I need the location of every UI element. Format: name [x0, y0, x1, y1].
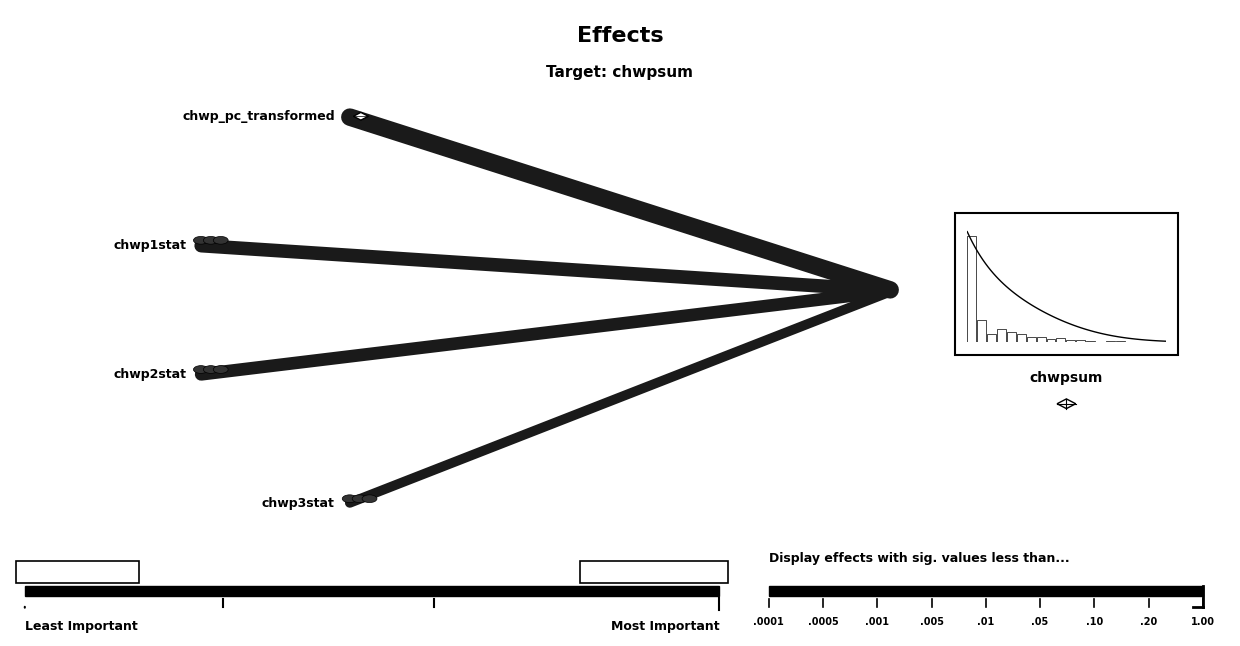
Circle shape — [193, 366, 208, 373]
Text: .001: .001 — [866, 617, 889, 627]
Circle shape — [213, 236, 228, 244]
Bar — [1106, 341, 1115, 342]
Bar — [997, 329, 1006, 342]
Text: .005: .005 — [920, 617, 944, 627]
Bar — [1027, 337, 1035, 342]
Text: Most Important: Most Important — [610, 620, 719, 633]
Circle shape — [203, 236, 218, 244]
Bar — [1116, 341, 1125, 342]
Circle shape — [203, 366, 218, 373]
Bar — [1056, 338, 1065, 342]
Bar — [1047, 339, 1055, 342]
Text: chwp_pc_transformed: chwp_pc_transformed — [182, 110, 335, 123]
Circle shape — [342, 495, 357, 503]
Text: chwpsum: chwpsum — [1029, 371, 1104, 386]
Text: .0001: .0001 — [754, 617, 784, 627]
Text: .10: .10 — [1086, 617, 1102, 627]
Bar — [1037, 337, 1045, 342]
Bar — [1066, 340, 1075, 342]
FancyBboxPatch shape — [25, 586, 719, 596]
Polygon shape — [1058, 399, 1075, 408]
Text: 1.00: 1.00 — [1190, 617, 1215, 627]
Circle shape — [362, 495, 377, 503]
Polygon shape — [353, 112, 368, 120]
Bar — [1007, 332, 1016, 342]
Circle shape — [213, 366, 228, 373]
Bar — [1017, 335, 1025, 342]
Bar — [1086, 341, 1095, 342]
Text: .01: .01 — [977, 617, 994, 627]
Text: chwp2stat: chwp2stat — [113, 368, 186, 381]
Bar — [987, 333, 996, 342]
Text: Target: chwpsum: Target: chwpsum — [547, 65, 693, 79]
Text: chwp3stat: chwp3stat — [48, 567, 105, 577]
Bar — [967, 236, 976, 342]
FancyBboxPatch shape — [580, 561, 728, 583]
FancyBboxPatch shape — [769, 586, 1203, 596]
FancyBboxPatch shape — [955, 213, 1178, 355]
Text: .05: .05 — [1032, 617, 1049, 627]
Text: chwp1stat: chwp1stat — [113, 239, 186, 252]
Bar — [977, 320, 986, 342]
Text: Least Important: Least Important — [25, 620, 138, 633]
Text: .0005: .0005 — [807, 617, 838, 627]
Text: chwp_pc_transformed: chwp_pc_transformed — [591, 567, 711, 577]
Bar — [1076, 340, 1085, 342]
Circle shape — [352, 495, 367, 503]
FancyBboxPatch shape — [16, 561, 139, 583]
Text: Effects: Effects — [577, 26, 663, 46]
Text: Display effects with sig. values less than...: Display effects with sig. values less th… — [769, 552, 1069, 565]
Text: chwp3stat: chwp3stat — [262, 497, 335, 510]
Circle shape — [193, 236, 208, 244]
Text: .20: .20 — [1140, 617, 1157, 627]
